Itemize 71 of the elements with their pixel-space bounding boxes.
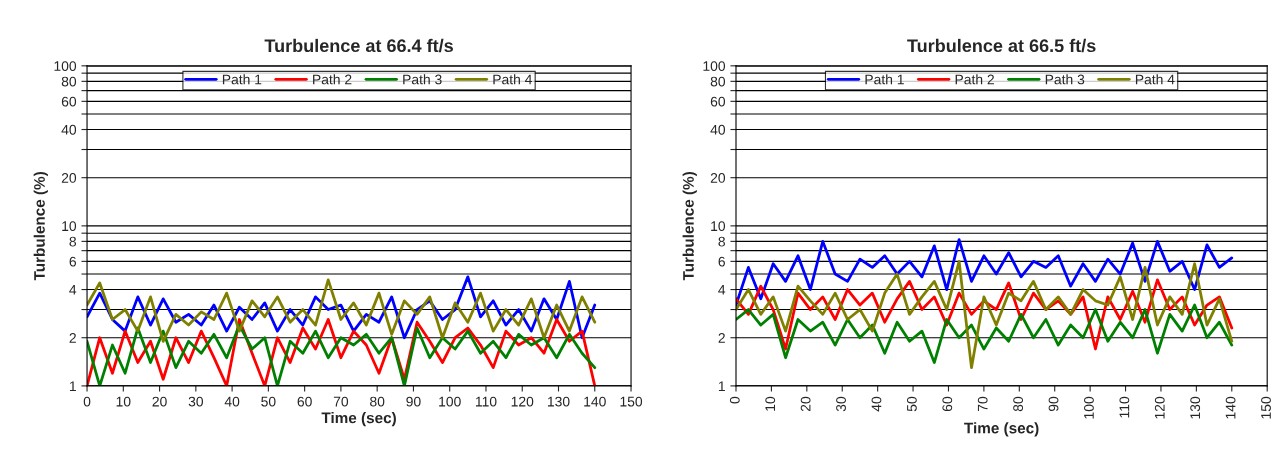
y-tick-label: 10 — [62, 221, 77, 232]
y-tick-label: 8 — [718, 236, 725, 247]
y-tick-label: 80 — [61, 76, 77, 87]
x-tick-label: 50 — [906, 396, 917, 412]
x-tick-label: 0 — [729, 396, 740, 404]
x-tick-label: 150 — [620, 396, 643, 407]
y-tick-label: 40 — [61, 124, 77, 135]
y-tick-label: 4 — [718, 285, 726, 295]
x-tick-label: 100 — [439, 396, 461, 407]
x-tick-label: 120 — [1154, 396, 1165, 419]
y-tick-label: 2 — [718, 333, 725, 343]
y-tick-label: 6 — [69, 256, 77, 267]
y-tick-label: 60 — [61, 96, 77, 107]
x-tick-label: 80 — [370, 396, 385, 407]
x-axis-title: Time (sec) — [964, 422, 1039, 437]
y-tick-label: 2 — [69, 333, 76, 343]
x-tick-label: 90 — [406, 396, 421, 407]
y-tick-label: 4 — [69, 285, 77, 295]
x-tick-label: 60 — [297, 396, 312, 407]
x-tick-label: 100 — [1084, 396, 1094, 419]
y-tick-label: 80 — [710, 76, 726, 87]
y-tick-label: 10 — [711, 221, 726, 232]
y-tick-label: 100 — [703, 61, 726, 71]
x-tick-label: 30 — [188, 396, 204, 407]
y-tick-label: 1 — [69, 381, 76, 391]
x-tick-label: 10 — [116, 396, 131, 407]
x-tick-label: 120 — [511, 396, 534, 407]
legend-label: Path 3 — [1045, 74, 1085, 85]
x-tick-label: 50 — [261, 396, 276, 407]
x-tick-label: 150 — [1261, 396, 1271, 419]
legend-label: Path 4 — [1135, 74, 1175, 85]
line-series — [736, 238, 1234, 307]
y-tick-label: 6 — [718, 256, 725, 267]
y-axis-title: Turbulence (%) — [33, 172, 48, 281]
x-tick-label: 130 — [547, 396, 570, 407]
line-series — [736, 259, 1234, 370]
x-tick-label: 40 — [871, 396, 882, 412]
legend-label: Path 1 — [865, 74, 904, 85]
legend-label: Path 4 — [493, 74, 532, 85]
x-tick-label: 140 — [1225, 396, 1236, 419]
y-tick-label: 40 — [710, 124, 726, 135]
x-tick-label: 110 — [1119, 396, 1130, 418]
x-tick-label: 40 — [224, 396, 240, 407]
legend-label: Path 2 — [955, 74, 994, 85]
x-axis-title: Time (sec) — [321, 412, 396, 427]
y-axis-title: Turbulence (%) — [682, 172, 697, 281]
legend-label: Path 1 — [222, 74, 262, 85]
legend-label: Path 3 — [403, 74, 442, 85]
x-tick-label: 20 — [800, 396, 811, 412]
x-tick-label: 70 — [333, 396, 349, 407]
x-tick-label: 10 — [765, 396, 776, 411]
x-tick-label: 130 — [1190, 396, 1201, 419]
x-tick-label: 80 — [1013, 396, 1024, 412]
x-tick-label: 110 — [475, 396, 497, 407]
x-tick-label: 30 — [836, 396, 846, 412]
y-tick-label: 60 — [710, 96, 726, 107]
y-tick-label: 8 — [69, 236, 77, 247]
x-tick-label: 140 — [584, 396, 606, 407]
chart-title: Turbulence at 66.5 ft/s — [907, 38, 1096, 53]
x-tick-label: 0 — [83, 396, 91, 407]
x-tick-label: 70 — [977, 396, 988, 412]
line-series — [736, 303, 1234, 364]
legend-label: Path 2 — [313, 74, 352, 85]
x-tick-label: 90 — [1048, 396, 1059, 412]
x-tick-label: 60 — [942, 396, 953, 412]
y-tick-label: 20 — [61, 173, 77, 183]
y-tick-label: 20 — [710, 173, 726, 183]
x-tick-label: 20 — [152, 396, 167, 407]
y-tick-label: 1 — [718, 381, 725, 391]
chart-title: Turbulence at 66.4 ft/s — [264, 38, 453, 53]
y-tick-label: 100 — [54, 61, 77, 71]
